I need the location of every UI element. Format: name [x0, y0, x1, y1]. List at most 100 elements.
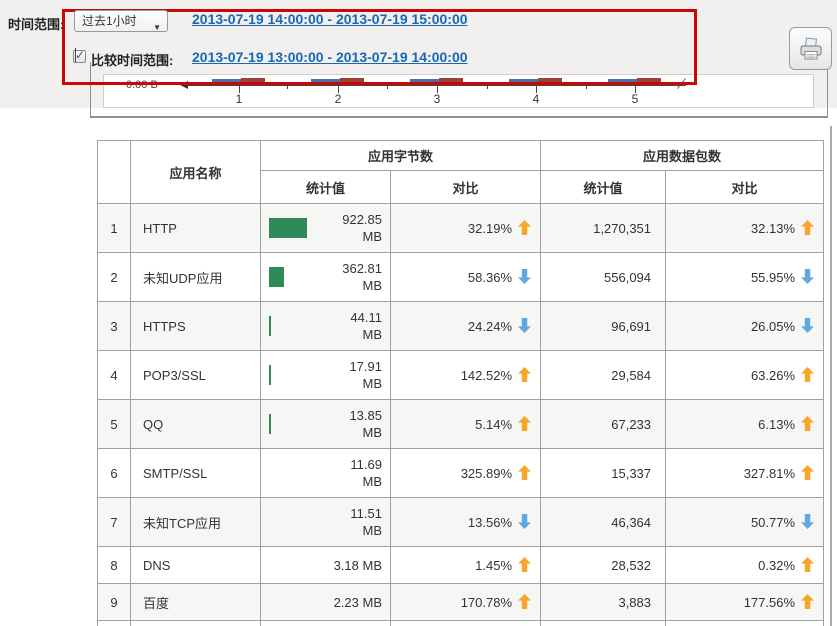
bytes-stat-cell: 17.91 MB — [260, 350, 391, 400]
packets-compare-cell: 50.77% — [665, 497, 825, 547]
empty-cell — [540, 620, 667, 626]
time-range-select[interactable]: 过去1小时 ▼ — [74, 10, 168, 32]
packets-stat-cell: 15,337 — [540, 448, 667, 498]
rank-cell: 9 — [97, 583, 131, 621]
up-arrow-icon — [801, 416, 815, 431]
bytes-stat-cell: 2.23 MB — [260, 583, 391, 621]
empty-cell — [97, 620, 131, 626]
compare-checkbox[interactable]: ✓ — [73, 48, 86, 63]
app-name-cell: HTTPS — [130, 301, 261, 351]
checkmark-icon: ✓ — [75, 48, 86, 62]
table-row: 2 未知UDP应用 362.81 MB 58.36% 556,094 55.95% — [97, 252, 825, 302]
bytes-bar — [269, 365, 271, 385]
chart-bar-compare — [637, 78, 661, 85]
packets-compare-cell: 63.26% — [665, 350, 825, 400]
rank-cell: 4 — [97, 350, 131, 400]
compare-range-label: 比较时间范围: — [91, 53, 174, 68]
rank-cell: 8 — [97, 546, 131, 584]
packets-compare-cell: 26.05% — [665, 301, 825, 351]
down-arrow-icon — [801, 318, 815, 333]
chart-bar-compare — [439, 78, 463, 85]
current-range-link[interactable]: 2013-07-19 14:00:00 - 2013-07-19 15:00:0… — [192, 11, 468, 27]
up-arrow-icon — [518, 367, 532, 382]
empty-cell — [260, 620, 391, 626]
time-range-label: 时间范围: — [8, 17, 65, 32]
bytes-bar — [269, 218, 307, 238]
up-arrow-icon — [801, 220, 815, 235]
chart-bar-compare — [241, 78, 265, 85]
bytes-compare-cell: 170.78% — [389, 583, 542, 621]
down-arrow-icon — [518, 514, 532, 529]
page-right-border — [830, 126, 832, 626]
bytes-compare-cell: 13.56% — [389, 497, 542, 547]
table-row: 3 HTTPS 44.11 MB 24.24% 96,691 26.05% — [97, 301, 825, 351]
up-arrow-icon — [801, 594, 815, 609]
empty-cell — [389, 620, 542, 626]
chart-x-tick-label: 1 — [235, 92, 243, 106]
rank-cell: 6 — [97, 448, 131, 498]
bytes-compare-cell: 58.36% — [389, 252, 542, 302]
app-name-cell: DNS — [130, 546, 261, 584]
up-arrow-icon — [518, 557, 532, 572]
app-name-cell: HTTP — [130, 203, 261, 253]
down-arrow-icon — [518, 318, 532, 333]
table-row: 1 HTTP 922.85 MB 32.19% 1,270,351 32.13% — [97, 203, 825, 253]
bytes-bar — [269, 316, 271, 336]
chevron-down-icon: ▼ — [153, 23, 161, 32]
bytes-stat-cell: 11.69 MB — [260, 448, 391, 498]
chart-axis-arrow-icon — [180, 81, 188, 89]
table-row: 5 QQ 13.85 MB 5.14% 67,233 6.13% — [97, 399, 825, 449]
up-arrow-icon — [518, 220, 532, 235]
bytes-stat-cell: 13.85 MB — [260, 399, 391, 449]
chart-bar-current — [212, 79, 241, 85]
rank-cell: 7 — [97, 497, 131, 547]
apps-table: 应用名称 应用字节数 应用数据包数 统计值 对比 统计值 对比 1 HTTP 922… — [97, 140, 825, 626]
bytes-compare-header: 对比 — [389, 170, 542, 204]
app-name-cell: 未知UDP应用 — [130, 252, 261, 302]
packets-stat-cell: 29,584 — [540, 350, 667, 400]
app-name-cell: SMTP/SSL — [130, 448, 261, 498]
app-name-cell: QQ — [130, 399, 261, 449]
bytes-stat-cell: 3.18 MB — [260, 546, 391, 584]
bytes-stat-header: 统计值 — [260, 170, 391, 204]
chart-x-tick — [536, 85, 537, 93]
rank-cell: 2 — [97, 252, 131, 302]
table-row: 7 未知TCP应用 11.51 MB 13.56% 46,364 50.77% — [97, 497, 825, 547]
print-button[interactable] — [789, 27, 832, 70]
table-row-clipped — [97, 620, 825, 626]
app-name-cell: POP3/SSL — [130, 350, 261, 400]
chart-x-tick-label: 2 — [334, 92, 342, 106]
bytes-stat-cell: 362.81 MB — [260, 252, 391, 302]
up-arrow-icon — [518, 416, 532, 431]
packets-stat-cell: 96,691 — [540, 301, 667, 351]
packets-compare-header: 对比 — [665, 170, 825, 204]
bytes-stat-cell: 922.85 MB — [260, 203, 391, 253]
up-arrow-icon — [801, 465, 815, 480]
up-arrow-icon — [518, 465, 532, 480]
bytes-compare-cell: 24.24% — [389, 301, 542, 351]
compare-range-link[interactable]: 2013-07-19 13:00:00 - 2013-07-19 14:00:0… — [192, 49, 468, 65]
chart-bar-current — [311, 79, 340, 85]
chart-bar-current — [509, 79, 538, 85]
bytes-compare-cell: 5.14% — [389, 399, 542, 449]
chart-bar-current — [608, 79, 637, 85]
chart-x-minor-tick — [387, 85, 388, 89]
down-arrow-icon — [801, 269, 815, 284]
up-arrow-icon — [801, 367, 815, 382]
bytes-compare-cell: 142.52% — [389, 350, 542, 400]
chart-bar-compare — [538, 78, 562, 85]
time-range-selected-value: 过去1小时 — [82, 14, 137, 28]
table-row: 6 SMTP/SSL 11.69 MB 325.89% 15,337 327.81% — [97, 448, 825, 498]
empty-cell — [130, 620, 261, 626]
chart-x-tick — [635, 85, 636, 93]
bytes-group-header: 应用字节数 — [259, 140, 542, 171]
table-row: 4 POP3/SSL 17.91 MB 142.52% 29,584 63.26% — [97, 350, 825, 400]
chart-panel — [90, 62, 828, 118]
table-row: 9 百度 2.23 MB 170.78% 3,883 177.56% — [97, 583, 825, 621]
rank-cell: 3 — [97, 301, 131, 351]
rank-cell: 1 — [97, 203, 131, 253]
chart-y-axis-label: 0.00 B — [126, 79, 158, 91]
packets-stat-header: 统计值 — [540, 170, 667, 204]
printer-icon — [800, 36, 821, 59]
chart-x-tick — [437, 85, 438, 93]
